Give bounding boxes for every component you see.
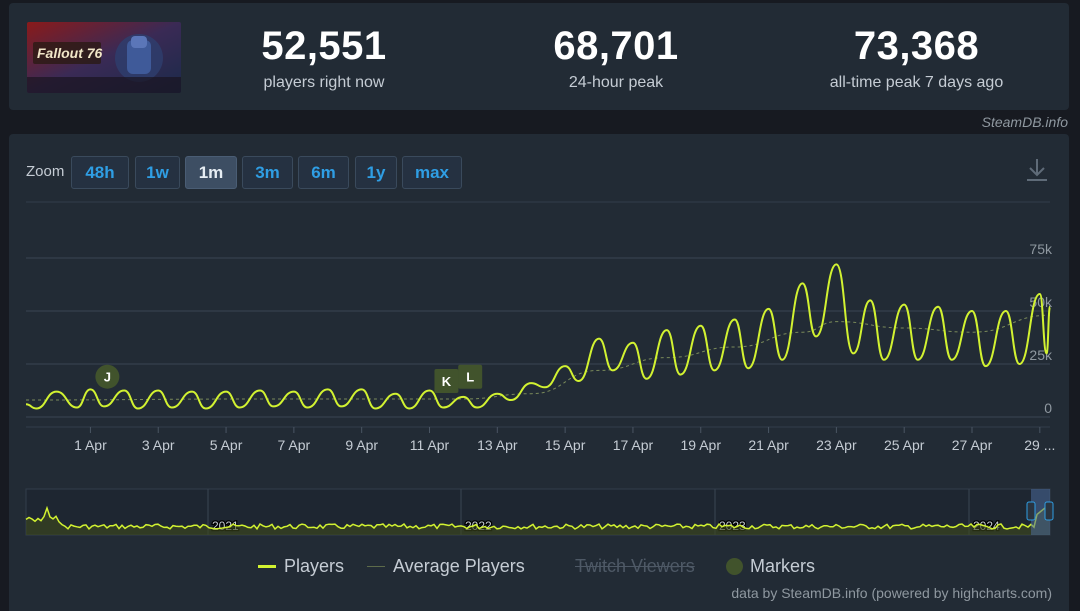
marker-j[interactable]: J (95, 364, 120, 389)
chart-legend: Players Average Players Twitch Viewers M… (0, 556, 1080, 580)
legend-item-twitch[interactable]: Twitch Viewers (575, 556, 695, 577)
series-players (25, 263, 1051, 410)
x-tick-label: 1 Apr (74, 437, 107, 453)
legend-swatch (367, 566, 385, 567)
stat-players-now: 52,551 players right now (239, 25, 409, 92)
x-tick-label: 7 Apr (278, 437, 311, 453)
stat-value: 73,368 (853, 24, 980, 68)
y-tick-label: 0 (1044, 400, 1052, 416)
x-tick-label: 13 Apr (477, 437, 518, 453)
legend-label: Twitch Viewers (575, 556, 695, 576)
legend-label: Players (284, 556, 345, 576)
stats-panel: Fallout 76 52,551 players right now 68,7… (9, 3, 1069, 110)
marker-k[interactable]: K (434, 368, 459, 393)
legend-swatch (258, 565, 276, 568)
stat-24h-peak: 68,701 24-hour peak (531, 25, 701, 92)
marker-shape (458, 364, 483, 389)
navigator-area (26, 504, 1050, 535)
legend-label: Markers (750, 556, 816, 576)
zoom-button-1y[interactable]: 1y (355, 156, 397, 189)
legend-swatch (726, 558, 743, 575)
x-tick-label: 15 Apr (545, 437, 586, 453)
series-average-players (25, 314, 1051, 401)
x-tick-label: 23 Apr (816, 437, 857, 453)
y-tick-label: 25k (1029, 347, 1053, 363)
marker-shape (95, 364, 120, 389)
chart-credit[interactable]: data by SteamDB.info (powered by highcha… (731, 585, 1052, 601)
download-icon[interactable] (1024, 156, 1050, 184)
zoom-button-3m[interactable]: 3m (242, 156, 293, 189)
y-tick-label: 75k (1029, 241, 1053, 257)
x-tick-label: 19 Apr (681, 437, 722, 453)
stat-value: 68,701 (553, 24, 679, 68)
legend-item-players[interactable]: Players (258, 556, 344, 577)
stat-label: all-time peak 7 days ago (829, 74, 1004, 91)
x-tick-label: 9 Apr (345, 437, 378, 453)
game-cover-image: Fallout 76 (27, 22, 181, 93)
x-tick-label: 3 Apr (142, 437, 175, 453)
navigator-handle-right[interactable] (1044, 501, 1054, 521)
marker-l[interactable]: L (458, 364, 483, 389)
x-tick-label: 5 Apr (210, 437, 243, 453)
zoom-button-max[interactable]: max (402, 156, 462, 189)
legend-item-average[interactable]: Average Players (367, 556, 525, 577)
zoom-button-1m[interactable]: 1m (185, 156, 237, 189)
stat-label: 24-hour peak (568, 74, 664, 91)
stat-label: players right now (263, 74, 385, 91)
x-tick-label: 21 Apr (748, 437, 789, 453)
navigator-series (25, 504, 1050, 531)
x-tick-label: 29 ... (1024, 437, 1055, 453)
navigator-chart[interactable]: 2021 2022 2023 2024 (0, 486, 1080, 538)
legend-label: Average Players (393, 556, 525, 576)
stat-value: 52,551 (261, 24, 387, 68)
zoom-button-1w[interactable]: 1w (135, 156, 180, 189)
game-thumbnail[interactable]: Fallout 76 (27, 22, 181, 93)
thumbnail-logo: Fallout 76 (37, 45, 103, 61)
zoom-label: Zoom (26, 163, 65, 180)
x-tick-label: 17 Apr (613, 437, 654, 453)
x-tick-label: 25 Apr (884, 437, 925, 453)
zoom-button-48h[interactable]: 48h (71, 156, 129, 189)
marker-shape (434, 368, 459, 393)
stat-all-time-peak: 73,368 all-time peak 7 days ago (799, 25, 1034, 92)
x-tick-label: 27 Apr (952, 437, 993, 453)
x-tick-label: 11 Apr (410, 437, 450, 453)
legend-item-markers[interactable]: Markers (726, 556, 815, 577)
steamdb-credit[interactable]: SteamDB.info (981, 114, 1068, 130)
marker-label: K (442, 374, 452, 389)
navigator-selection[interactable] (1031, 489, 1050, 535)
navigator-handle-left[interactable] (1026, 501, 1036, 521)
marker-label: J (104, 370, 111, 385)
zoom-button-6m[interactable]: 6m (298, 156, 349, 189)
marker-label: L (466, 370, 474, 385)
